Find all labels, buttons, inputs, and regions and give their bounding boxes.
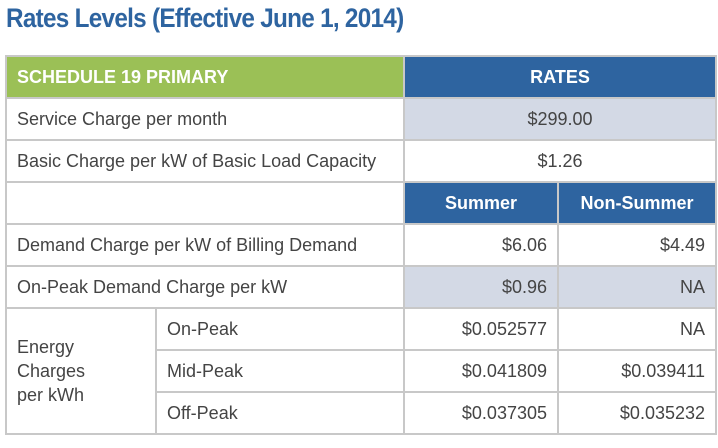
demand-summer: $6.06 [403, 223, 559, 267]
energy-non-summer: NA [556, 307, 718, 351]
service-charge-label: Service Charge per month [5, 97, 405, 141]
energy-summer: $0.041809 [403, 349, 559, 393]
table-row: Mid-Peak $0.041809 $0.039411 [6, 349, 718, 393]
table-header-row: SCHEDULE 19 PRIMARY RATES [5, 55, 718, 99]
period-label: Off-Peak [155, 391, 405, 435]
energy-non-summer: $0.039411 [556, 349, 718, 393]
table-row: On-Peak Demand Charge per kW $0.96 NA [5, 265, 718, 309]
energy-summer: $0.037305 [403, 391, 559, 435]
basic-charge-value: $1.26 [402, 139, 718, 183]
summer-header: Summer [403, 181, 559, 225]
table-row: Demand Charge per kW of Billing Demand $… [5, 223, 718, 267]
schedule-header: SCHEDULE 19 PRIMARY [5, 55, 405, 99]
energy-non-summer: $0.035232 [556, 391, 718, 435]
onpeak-demand-summer: $0.96 [403, 265, 559, 309]
label-line: per kWh [17, 385, 85, 405]
rates-table: SCHEDULE 19 PRIMARY RATES Service Charge… [5, 55, 718, 435]
demand-charge-label: Demand Charge per kW of Billing Demand [5, 223, 405, 267]
table-row: Off-Peak $0.037305 $0.035232 [6, 391, 718, 435]
page-title: Rates Levels (Effective June 1, 2014) [6, 3, 404, 33]
label-line: Charges [17, 361, 86, 381]
energy-summer: $0.052577 [403, 307, 559, 351]
season-header-row: Summer Non-Summer [5, 181, 718, 225]
demand-non-summer: $4.49 [556, 223, 718, 267]
empty-cell [5, 181, 405, 225]
onpeak-demand-label: On-Peak Demand Charge per kW [5, 265, 405, 309]
table-row: Service Charge per month $299.00 [5, 97, 718, 141]
period-label: Mid-Peak [155, 349, 405, 393]
non-summer-header: Non-Summer [556, 181, 718, 225]
table-row: Energy Charges per kWh On-Peak $0.052577 N… [5, 307, 718, 435]
service-charge-value: $299.00 [402, 97, 718, 141]
period-label: On-Peak [155, 307, 405, 351]
rates-header: RATES [402, 55, 718, 99]
basic-charge-label: Basic Charge per kW of Basic Load Capaci… [5, 139, 405, 183]
label-line: Energy [17, 337, 75, 357]
table-row: Basic Charge per kW of Basic Load Capaci… [5, 139, 718, 183]
onpeak-demand-non-summer: NA [556, 265, 718, 309]
energy-charges-label: Energy Charges per kWh [5, 307, 157, 435]
